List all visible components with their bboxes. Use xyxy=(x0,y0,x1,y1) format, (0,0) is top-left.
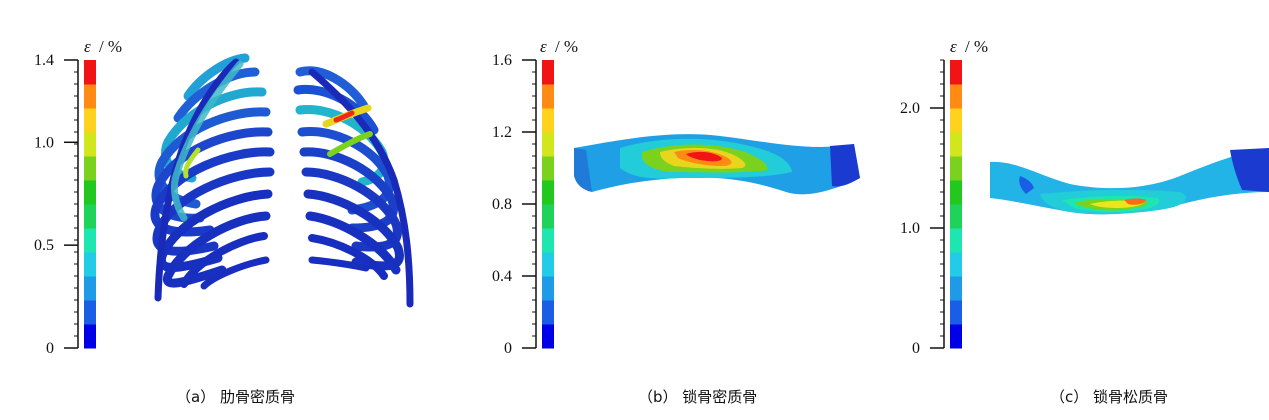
rib-r-spine xyxy=(308,68,414,308)
rib-l-strain-spot xyxy=(183,147,201,179)
rib-l-highlight xyxy=(170,60,244,222)
colorbar-tick-label: 1.6 xyxy=(492,52,512,69)
caption-b: （b） 锁骨密质骨 xyxy=(638,388,758,406)
clavicle-cancellous-figure: 2.0 1.0 0 ε / % xyxy=(900,37,1269,357)
rib-cage-figure: 1.4 1.0 0.5 0 ε / % xyxy=(34,37,414,357)
colorbar-tick-label: 0 xyxy=(46,340,54,357)
clavicle-c-patch xyxy=(1019,176,1034,194)
colorbar-segment xyxy=(84,300,96,325)
rib-r7 xyxy=(303,189,404,271)
caption-c: （c） 锁骨松质骨 xyxy=(1050,388,1169,406)
colorbar-segment xyxy=(950,300,962,325)
colorbar-segment xyxy=(542,324,554,349)
panel-clavicle-cortical: 1.6 1.2 0.8 0.4 0 ε / % （b） 锁骨密质骨 xyxy=(430,0,860,420)
left-rib-set xyxy=(150,53,275,302)
panel-rib-cortical: 1.4 1.0 0.5 0 ε / % xyxy=(0,0,430,420)
colorbar-segment xyxy=(950,276,962,301)
colorbar-segment xyxy=(542,180,554,205)
rib-l10 xyxy=(180,232,268,288)
percent-unit-c: / % xyxy=(965,37,988,56)
colorbar-b xyxy=(542,60,554,349)
colorbar-segment xyxy=(950,108,962,133)
colorbar-segment xyxy=(542,252,554,277)
colorbar-segment xyxy=(950,132,962,157)
rib-l11 xyxy=(200,256,270,290)
panel-clavicle-cancellous: 2.0 1.0 0 ε / % （c） 锁骨松质骨 xyxy=(850,0,1269,420)
colorbar-segment xyxy=(84,132,96,157)
clavicle-c-end xyxy=(1230,148,1269,192)
colorbar-axis-c: 2.0 1.0 0 xyxy=(900,59,945,357)
colorbar-segment xyxy=(84,60,96,85)
colorbar-unit-label-c: ε / % xyxy=(950,37,988,56)
colorbar-axis-b: 1.6 1.2 0.8 0.4 0 xyxy=(492,52,537,357)
colorbar-tick-label: 0 xyxy=(504,340,512,357)
colorbar-tick-label: 1.0 xyxy=(34,134,54,151)
colorbar-tick-label: 0 xyxy=(912,340,920,357)
colorbar-segment xyxy=(84,324,96,349)
epsilon-symbol-a: ε xyxy=(84,37,91,56)
rib-r-strain-red xyxy=(333,110,355,123)
rib-r1 xyxy=(295,66,369,111)
right-rib-set xyxy=(293,66,414,308)
colorbar-a xyxy=(84,60,96,349)
percent-unit-b: / % xyxy=(555,37,578,56)
clavicle-c-orange xyxy=(1124,198,1146,205)
rib-r10 xyxy=(308,256,370,272)
clavicle-c-model xyxy=(990,148,1269,215)
colorbar-tick-label: 2.0 xyxy=(900,100,920,117)
clavicle-b-start xyxy=(574,148,592,192)
epsilon-symbol-c: ε xyxy=(950,37,957,56)
colorbar-segment xyxy=(542,204,554,229)
colorbar-segment xyxy=(950,60,962,85)
colorbar-segment xyxy=(542,156,554,181)
colorbar-segment xyxy=(950,324,962,349)
caption-a: （a） 肋骨密质骨 xyxy=(176,388,295,406)
colorbar-segment xyxy=(542,132,554,157)
colorbar-segment xyxy=(950,204,962,229)
colorbar-tick-label: 1.0 xyxy=(900,220,920,237)
colorbar-segment xyxy=(84,228,96,253)
colorbar-segment xyxy=(542,108,554,133)
colorbar-tick-label: 0.8 xyxy=(492,196,512,213)
colorbar-segment xyxy=(950,84,962,109)
colorbar-segment xyxy=(84,84,96,109)
colorbar-segment xyxy=(84,108,96,133)
colorbar-segment xyxy=(950,156,962,181)
rib-r9 xyxy=(308,234,388,280)
colorbar-tick-label: 1.4 xyxy=(34,52,54,69)
colorbar-segment xyxy=(542,276,554,301)
colorbar-segment xyxy=(84,180,96,205)
clavicle-cortical-figure: 1.6 1.2 0.8 0.4 0 ε / % xyxy=(492,37,860,357)
colorbar-segment xyxy=(542,228,554,253)
colorbar-c xyxy=(950,60,962,349)
colorbar-segment xyxy=(542,300,554,325)
clavicle-b-end xyxy=(830,144,860,187)
rib-l7 xyxy=(152,167,275,256)
colorbar-segment xyxy=(84,156,96,181)
colorbar-tick-label: 1.2 xyxy=(492,124,512,141)
colorbar-segment xyxy=(84,204,96,229)
clavicle-b-model xyxy=(574,134,860,195)
colorbar-segment xyxy=(84,252,96,277)
colorbar-segment xyxy=(84,276,96,301)
colorbar-axis-a: 1.4 1.0 0.5 0 xyxy=(34,52,79,357)
colorbar-tick-label: 0.5 xyxy=(34,237,54,254)
colorbar-segment xyxy=(950,252,962,277)
clavicle-b-red xyxy=(686,151,722,162)
colorbar-segment xyxy=(542,84,554,109)
epsilon-symbol-b: ε xyxy=(540,37,547,56)
rib-r8 xyxy=(305,211,401,275)
colorbar-unit-label-b: ε / % xyxy=(540,37,578,56)
rib-r6 xyxy=(301,167,402,252)
rib-l1 xyxy=(183,53,250,101)
colorbar-unit-label-a: ε / % xyxy=(84,37,122,56)
colorbar-segment xyxy=(950,228,962,253)
colorbar-segment xyxy=(542,60,554,85)
percent-unit-a: / % xyxy=(99,37,122,56)
colorbar-tick-label: 0.4 xyxy=(492,268,512,285)
colorbar-segment xyxy=(950,180,962,205)
rib-r-strain-green xyxy=(327,131,373,157)
